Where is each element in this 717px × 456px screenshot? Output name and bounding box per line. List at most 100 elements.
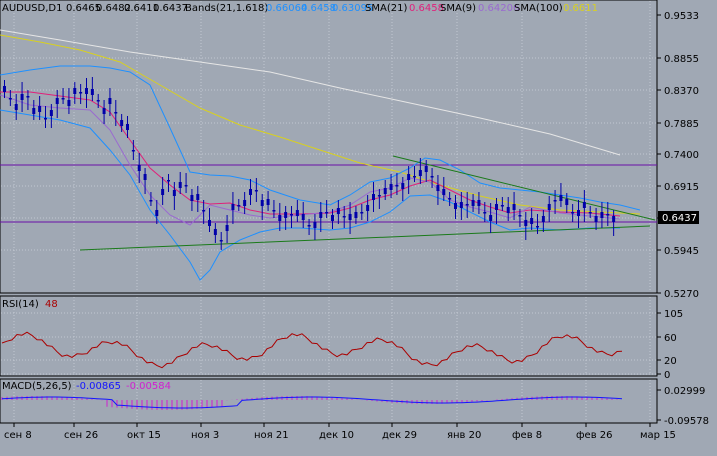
- candle-body: [336, 208, 340, 214]
- candle-body: [237, 205, 241, 207]
- candle-body: [90, 89, 94, 95]
- candle-body: [436, 185, 440, 191]
- sma100-line: [0, 34, 641, 215]
- candle-body: [295, 210, 299, 216]
- candle-body: [612, 216, 616, 222]
- candle-body: [442, 189, 446, 195]
- candle-body: [465, 204, 469, 206]
- triangle-lower-trendline: [79, 225, 651, 251]
- rsi-label: RSI(14): [2, 299, 39, 310]
- candle-body: [243, 200, 247, 206]
- candle-body: [401, 183, 405, 189]
- bands-upper-value: 0.66064: [266, 3, 307, 14]
- macd-axis: 0.02999 -0.09578: [657, 386, 709, 427]
- candle-body: [301, 214, 305, 220]
- rsi-tick-label: 60: [664, 333, 677, 344]
- time-axis: сен 8 сен 26 окт 15 ноя 3 ноя 21 дек 10 дек 29…: [4, 423, 676, 441]
- candle-body: [489, 215, 493, 221]
- time-tick-label: окт 15: [127, 430, 161, 441]
- candle-body: [518, 215, 522, 217]
- candle-body: [225, 225, 229, 231]
- candle-body: [55, 98, 59, 104]
- rsi-tick-label: 20: [664, 356, 677, 367]
- candle-body: [202, 210, 206, 212]
- candle-body: [284, 212, 288, 218]
- sma9-label: SMA(9): [440, 3, 476, 14]
- candle-body: [137, 165, 141, 171]
- candle-body: [512, 204, 516, 210]
- candle-body: [108, 98, 112, 104]
- candle-body: [600, 212, 604, 218]
- candle-body: [500, 205, 504, 207]
- price-tick-label: 0.5270: [664, 289, 699, 300]
- price-header: AUDUSD,D1 0.6465 0.6482 0.6411 0.6437 Ba…: [2, 3, 598, 14]
- symbol-label: AUDUSD,D1: [2, 3, 62, 14]
- macd-main-value: -0.00865: [76, 381, 121, 392]
- candle-body: [172, 190, 176, 196]
- candle-body: [14, 104, 18, 110]
- sma100-label: SMA(100): [514, 3, 563, 14]
- candle-body: [219, 240, 223, 242]
- time-tick-label: ноя 21: [254, 430, 289, 441]
- time-tick-label: янв 20: [447, 430, 481, 441]
- candle-body: [582, 202, 586, 208]
- price-tick-label: 0.6915: [664, 182, 699, 193]
- rsi-tick-label: 105: [664, 309, 683, 320]
- candle-body: [594, 216, 598, 222]
- sma21-label: SMA(21): [365, 3, 407, 14]
- candle-body: [178, 182, 182, 188]
- sma21-value: 0.6458: [409, 3, 444, 14]
- candle-body: [407, 174, 411, 180]
- rsi-pane-frame: [0, 295, 658, 377]
- candle-body: [471, 200, 475, 206]
- candle-body: [190, 195, 194, 201]
- candle-body: [85, 88, 88, 94]
- candle-body: [530, 218, 534, 224]
- macd-signal-value: -0.00584: [126, 381, 171, 392]
- candle-body: [454, 203, 457, 209]
- candle-body: [266, 199, 270, 205]
- candle-body: [260, 200, 264, 206]
- rsi-pane[interactable]: RSI(14) 48 105 60 20 0: [0, 295, 683, 381]
- candle-body: [79, 92, 83, 94]
- candle-body: [32, 108, 36, 114]
- candle-body: [149, 200, 153, 202]
- candle-body: [360, 212, 364, 214]
- candle-body: [395, 185, 399, 187]
- candle-body: [547, 204, 551, 210]
- candle-body: [102, 108, 106, 114]
- price-overlays: [0, 29, 657, 281]
- time-tick-label: фев 8: [512, 430, 542, 441]
- candle-body: [571, 212, 575, 214]
- macd-label: MACD(5,26,5): [2, 381, 72, 392]
- bands-mid-value: 0.6458: [301, 3, 336, 14]
- price-pane[interactable]: AUDUSD,D1 0.6465 0.6482 0.6411 0.6437 Ba…: [0, 0, 699, 300]
- candle-body: [536, 226, 539, 228]
- candle-body: [565, 199, 569, 205]
- low-value: 0.6411: [124, 3, 159, 14]
- candle-body: [588, 212, 592, 214]
- sma9-value: 0.64206: [478, 3, 519, 14]
- candle-body: [506, 207, 510, 213]
- candle-body: [272, 210, 276, 212]
- candle-body: [155, 210, 159, 216]
- candle-body: [372, 194, 375, 200]
- candle-body: [413, 176, 416, 178]
- time-tick-label: дек 29: [382, 430, 417, 441]
- candle-body: [430, 176, 434, 178]
- candle-body: [184, 185, 188, 187]
- price-candles: [3, 77, 616, 250]
- candle-body: [8, 98, 12, 100]
- candle-body: [231, 204, 235, 210]
- candle-body: [577, 210, 580, 216]
- bands-lower-value: 0.63095: [332, 3, 373, 14]
- candle-body: [307, 225, 311, 227]
- candle-body: [319, 212, 323, 218]
- price-tick-label: 0.5945: [664, 246, 699, 257]
- price-tick-label: 0.8855: [664, 54, 699, 65]
- macd-pane[interactable]: MACD(5,26,5) -0.00865 -0.00584 0.02999 -0…: [0, 378, 709, 427]
- close-value: 0.6437: [153, 3, 188, 14]
- candle-body: [38, 106, 42, 112]
